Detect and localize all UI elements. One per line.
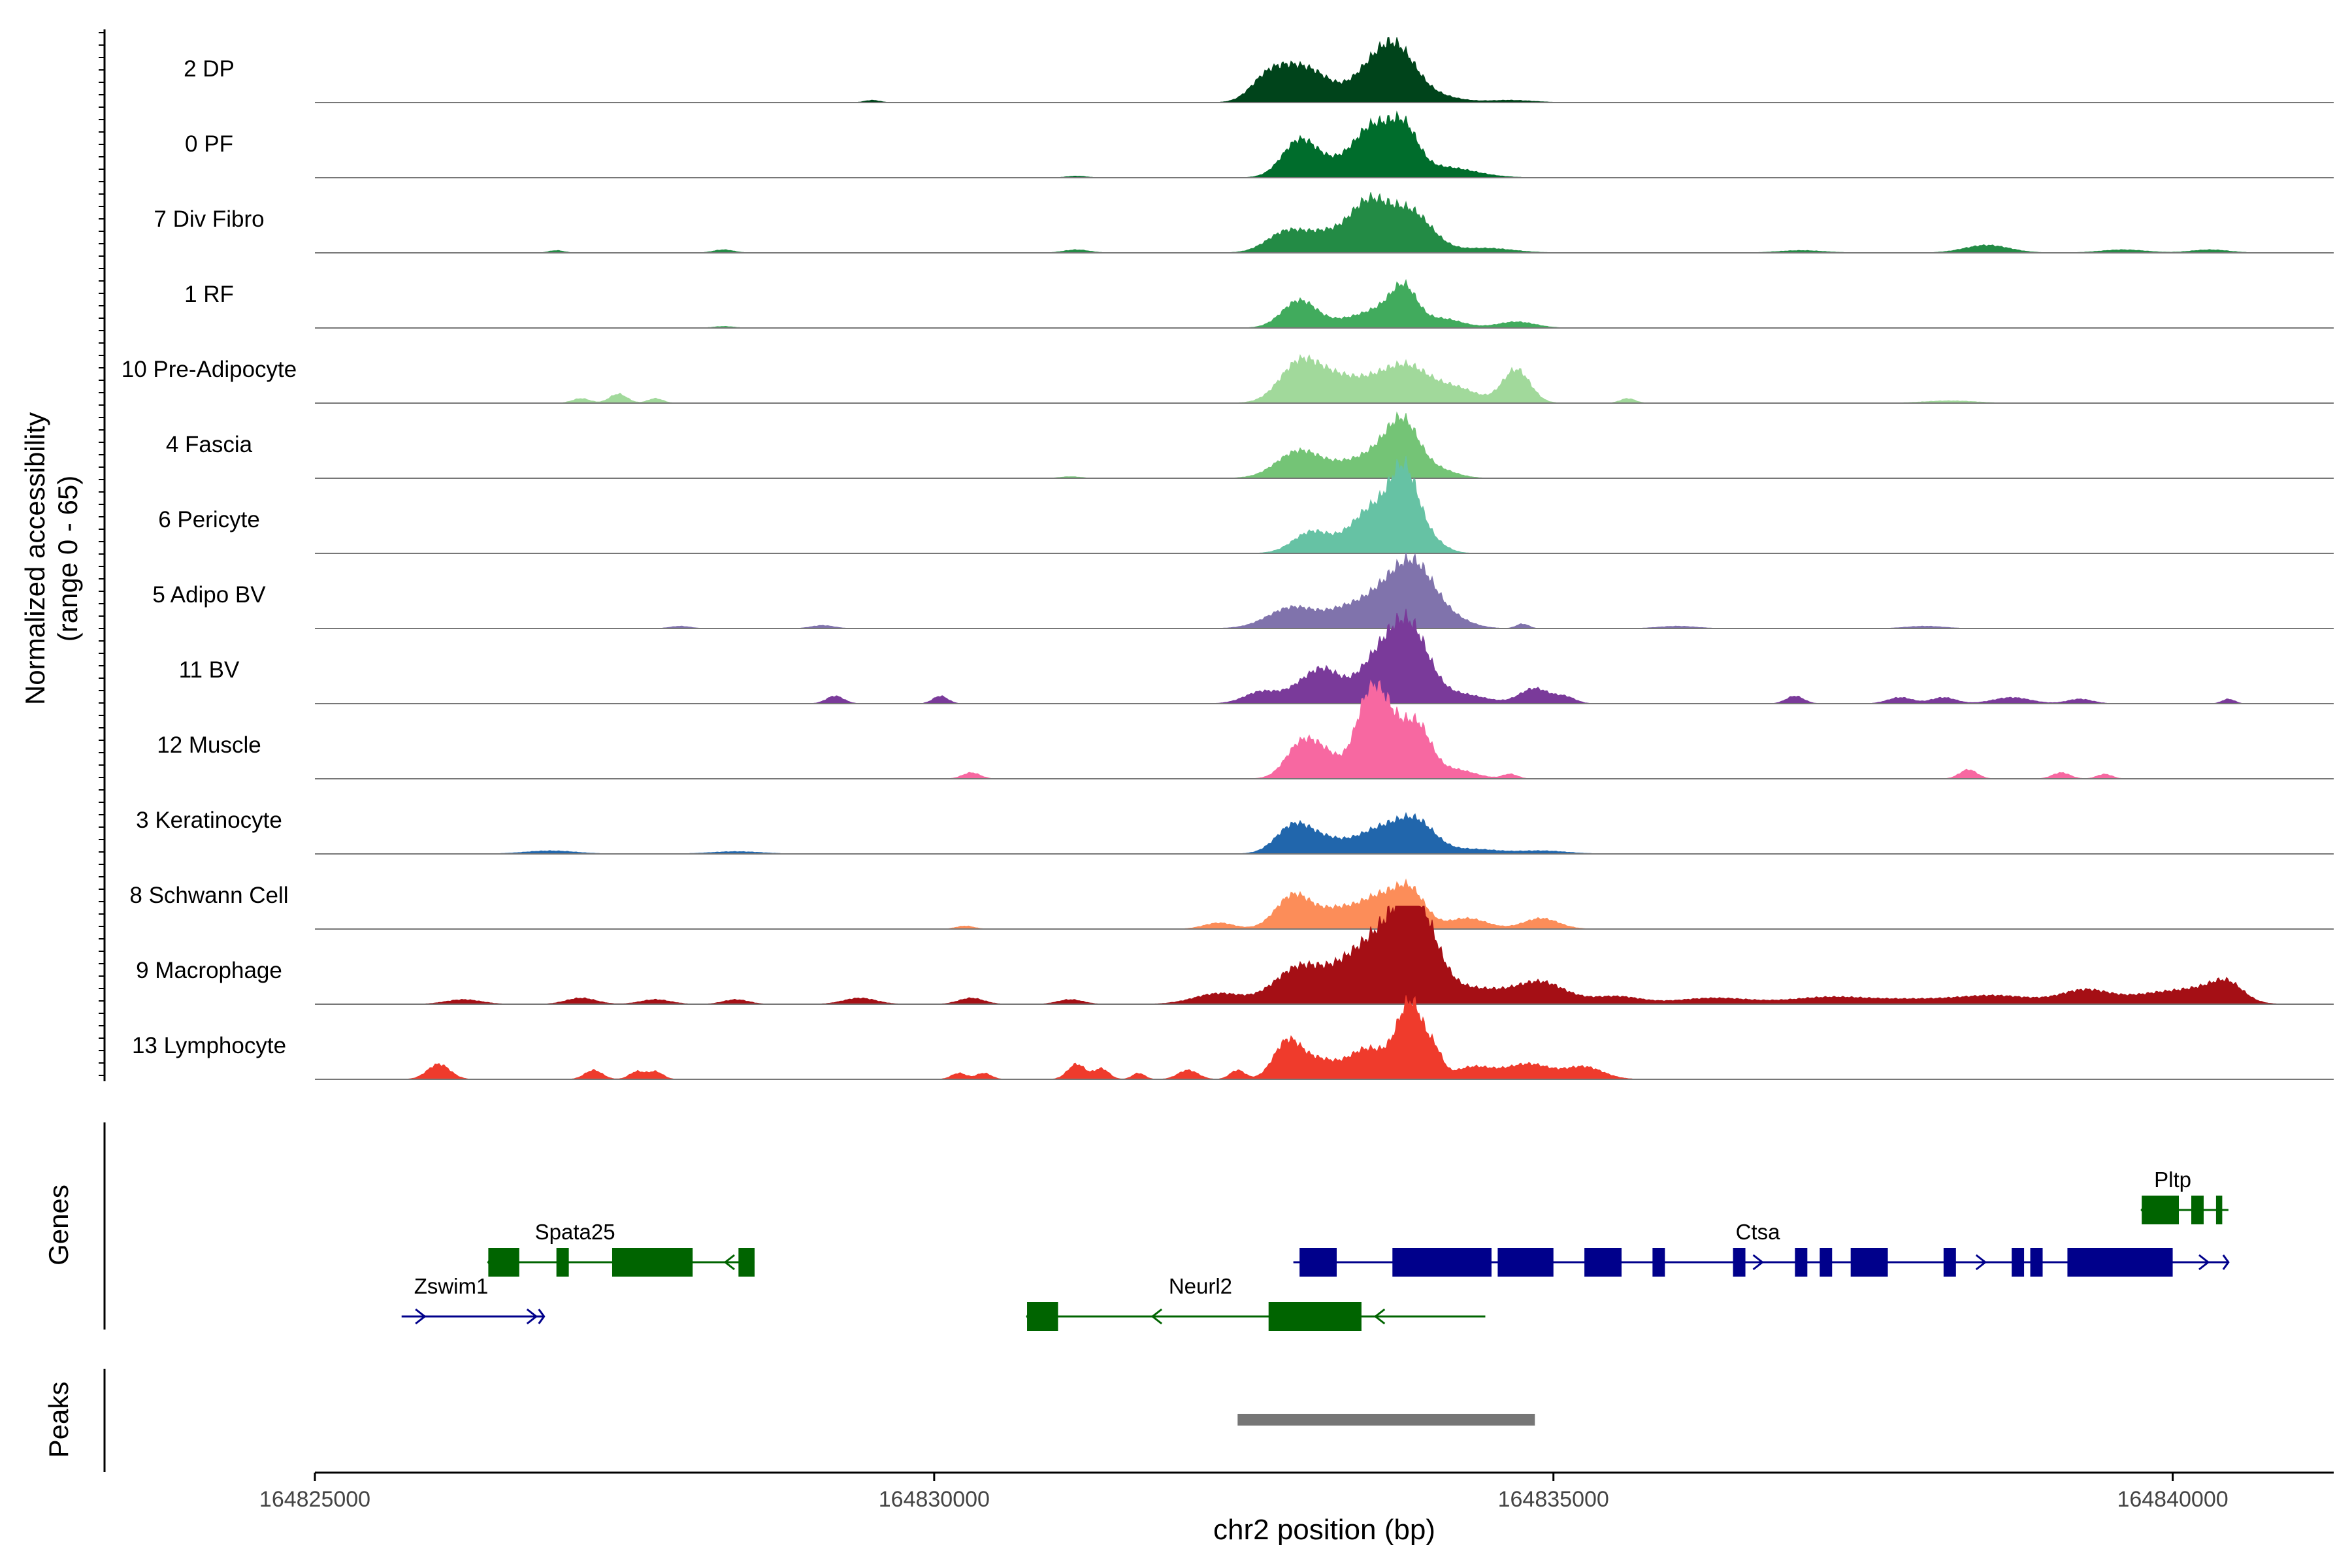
coverage-area <box>315 995 2334 1080</box>
track-label: 9 Macrophage <box>136 958 282 983</box>
track-10-pre-adipocyte: 10 Pre-Adipocyte <box>122 353 2334 404</box>
exon <box>612 1248 693 1277</box>
track-label: 1 RF <box>184 282 234 307</box>
exon <box>2142 1196 2180 1224</box>
y-axis-ticks <box>99 32 105 1076</box>
gene-neurl2: Neurl2 <box>1026 1274 1486 1331</box>
track-label: 11 BV <box>179 657 240 683</box>
peaks-track <box>1237 1414 1535 1426</box>
exon <box>1820 1248 1833 1277</box>
exon <box>1299 1248 1337 1277</box>
x-tick-label: 164830000 <box>879 1487 990 1512</box>
exon <box>1795 1248 1808 1277</box>
exon <box>1392 1248 1492 1277</box>
coverage-tracks: 2 DP 0 PF 7 Div Fibro 1 RF 10 Pre-Adipocyte 4… <box>122 37 2334 1080</box>
track-6-pericyte: 6 Pericyte <box>158 455 2334 554</box>
track-9-macrophage: 9 Macrophage <box>136 906 2334 1005</box>
track-label: 8 Schwann Cell <box>129 883 288 908</box>
gene-ctsa: Ctsa <box>1293 1220 2230 1277</box>
exon <box>1733 1248 1746 1277</box>
y-axis-title-line2: (range 0 - 65) <box>52 476 83 642</box>
gene-label: Pltp <box>2154 1168 2191 1192</box>
track-2-dp: 2 DP <box>184 37 2334 103</box>
track-label: 13 Lymphocyte <box>132 1033 286 1058</box>
strand-arrow <box>723 1254 735 1271</box>
y-axis-title: Normalized accessibility (range 0 - 65) <box>20 412 83 705</box>
coverage-area <box>315 37 2334 103</box>
track-label: 6 Pericyte <box>158 507 260 532</box>
strand-arrow <box>1373 1308 1386 1325</box>
exon <box>1943 1248 1956 1277</box>
strand-arrow <box>538 1309 546 1324</box>
exon <box>556 1248 569 1277</box>
x-tick-label: 164835000 <box>1498 1487 1609 1512</box>
track-0-pf: 0 PF <box>185 110 2334 178</box>
track-1-rf: 1 RF <box>184 278 2334 329</box>
strand-arrow <box>2222 1254 2230 1270</box>
strand-arrow <box>2198 1254 2210 1271</box>
track-8-schwann-cell: 8 Schwann Cell <box>129 878 2334 930</box>
track-5-adipo-bv: 5 Adipo BV <box>152 552 2334 629</box>
gene-label: Neurl2 <box>1169 1274 1232 1298</box>
y-axis-title-line1: Normalized accessibility <box>20 412 50 705</box>
exon <box>1652 1248 1665 1277</box>
track-label: 3 Keratinocyte <box>136 808 282 833</box>
coverage-area <box>315 353 2334 404</box>
coverage-area <box>315 552 2334 629</box>
exon <box>2215 1196 2223 1224</box>
x-axis-title: chr2 position (bp) <box>1213 1514 1435 1546</box>
peaks-track-title: Peaks <box>43 1382 74 1458</box>
track-7-div-fibro: 7 Div Fibro <box>154 192 2334 253</box>
strand-arrow <box>526 1308 538 1325</box>
track-label: 4 Fascia <box>166 432 253 457</box>
track-label: 10 Pre-Adipocyte <box>122 357 297 382</box>
exon <box>1268 1302 1362 1331</box>
coverage-area <box>315 278 2334 329</box>
strand-arrow <box>1151 1308 1163 1325</box>
track-12-muscle: 12 Muscle <box>157 679 2334 779</box>
exon <box>1584 1248 1622 1277</box>
coverage-area <box>315 906 2334 1005</box>
coverage-area <box>315 411 2334 479</box>
exon <box>738 1248 755 1277</box>
track-4-fascia: 4 Fascia <box>166 411 2334 479</box>
gene-label: Zswim1 <box>414 1274 489 1298</box>
coverage-area <box>315 110 2334 178</box>
exon <box>1027 1302 1058 1331</box>
track-13-lymphocyte: 13 Lymphocyte <box>132 995 2334 1080</box>
gene-label: Ctsa <box>1736 1220 1781 1244</box>
genes-track-title: Genes <box>43 1184 74 1266</box>
x-axis-ticks: 164825000 164830000 164835000 164840000 <box>259 1473 2229 1512</box>
strand-arrow <box>415 1308 427 1325</box>
exon <box>488 1248 519 1277</box>
track-label: 12 Muscle <box>157 732 261 758</box>
track-11-bv: 11 BV <box>179 608 2334 704</box>
exon <box>2067 1248 2173 1277</box>
track-3-keratinocyte: 3 Keratinocyte <box>136 808 2334 855</box>
exon <box>2191 1196 2204 1224</box>
exon <box>2012 1248 2025 1277</box>
track-label: 7 Div Fibro <box>154 206 264 232</box>
gene-pltp: Pltp <box>2140 1168 2229 1224</box>
exon <box>1497 1248 1554 1277</box>
gene-label: Spata25 <box>535 1220 615 1244</box>
exon <box>1850 1248 1888 1277</box>
gene-zswim1: Zswim1 <box>401 1274 546 1325</box>
strand-arrow <box>1752 1254 1764 1271</box>
x-tick-label: 164825000 <box>259 1487 370 1512</box>
coverage-area <box>315 811 2334 855</box>
gene-spata25: Spata25 <box>487 1220 755 1277</box>
coverage-area <box>315 192 2334 253</box>
peak-region <box>1237 1414 1535 1426</box>
gene-annotation-track: Zswim1 Spata25 Neurl2 Ctsa Pltp <box>401 1168 2230 1331</box>
exon <box>2030 1248 2043 1277</box>
track-label: 2 DP <box>184 56 235 82</box>
track-label: 5 Adipo BV <box>152 582 266 608</box>
coverage-area <box>315 878 2334 930</box>
track-label: 0 PF <box>185 131 233 157</box>
x-tick-label: 164840000 <box>2117 1487 2228 1512</box>
strand-arrow <box>1975 1254 1987 1271</box>
